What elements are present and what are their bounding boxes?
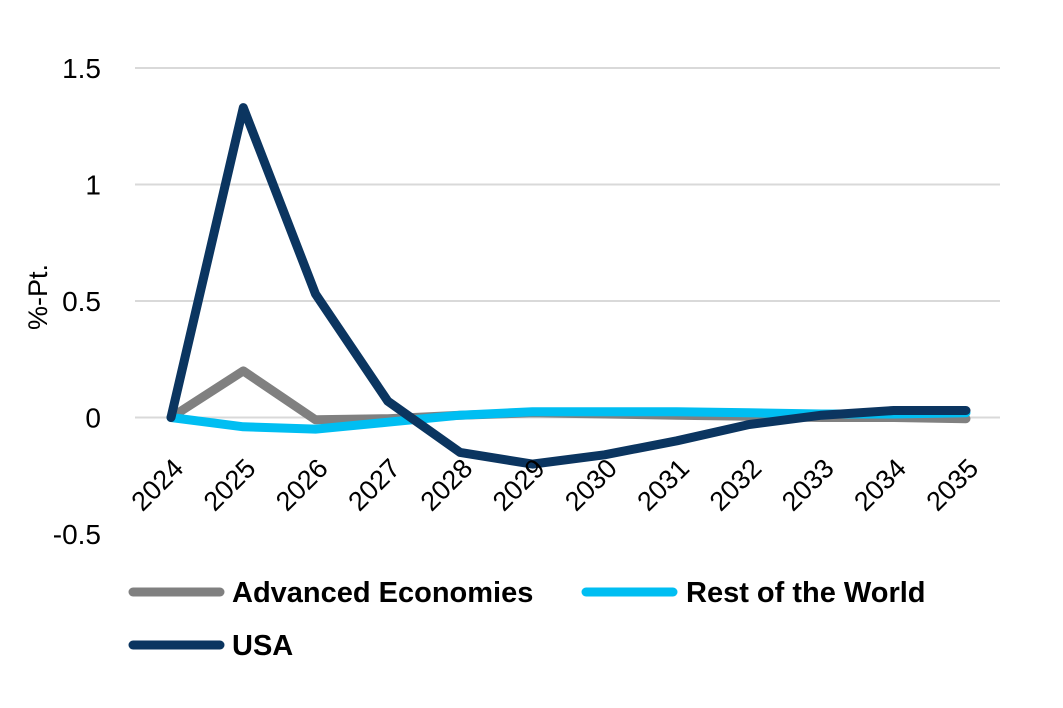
legend-label-rest-of-the-world: Rest of the World	[686, 577, 926, 609]
x-tick-label: 2033	[776, 453, 840, 517]
y-tick-label: 0.5	[62, 286, 101, 317]
x-tick-label: 2031	[631, 453, 695, 517]
legend-label-usa: USA	[232, 630, 293, 662]
x-tick-label: 2026	[270, 453, 334, 517]
x-tick-label: 2032	[704, 453, 768, 517]
series-lines	[166, 103, 971, 469]
y-axis-ticks: 1.5 1 0.5 0 -0.5	[53, 53, 101, 550]
x-tick-label: 2028	[415, 453, 479, 517]
x-tick-label: 2025	[198, 453, 262, 517]
y-tick-label: 1.5	[62, 53, 101, 84]
gridlines	[135, 67, 1000, 419]
y-tick-label: 1	[85, 170, 101, 201]
x-tick-label: 2024	[126, 453, 190, 517]
x-tick-label: 2035	[921, 453, 985, 517]
legend: Advanced Economies Rest of the World USA	[128, 577, 926, 662]
x-tick-label: 2034	[848, 453, 912, 517]
y-axis-label: %-Pt.	[23, 264, 53, 330]
x-tick-label: 2027	[342, 453, 406, 517]
y-tick-label: -0.5	[53, 519, 101, 550]
series-line-usa	[166, 103, 971, 469]
legend-label-advanced-economies: Advanced Economies	[232, 577, 533, 609]
y-tick-label: 0	[85, 403, 101, 434]
